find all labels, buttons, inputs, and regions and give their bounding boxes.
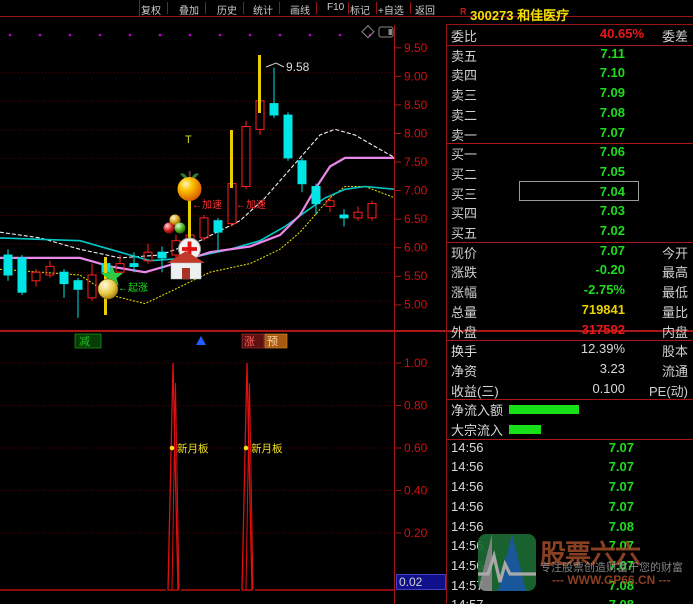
svg-text:预: 预 <box>267 335 278 348</box>
svg-text:0.20: 0.20 <box>404 526 428 540</box>
svg-text:5.50: 5.50 <box>404 269 428 283</box>
svg-text:新月板: 新月板 <box>177 442 209 455</box>
svg-text:7.00: 7.00 <box>404 184 428 198</box>
svg-text:新月板: 新月板 <box>251 442 283 455</box>
svg-text:8.00: 8.00 <box>404 127 428 141</box>
svg-text:减: 减 <box>79 335 90 348</box>
svg-text:1.00: 1.00 <box>404 356 428 370</box>
svg-text:5.00: 5.00 <box>404 298 428 312</box>
svg-text:6.50: 6.50 <box>404 212 428 226</box>
svg-text:6.00: 6.00 <box>404 241 428 255</box>
svg-text:T: T <box>185 134 192 146</box>
svg-text:涨: 涨 <box>244 335 255 348</box>
svg-text:8.50: 8.50 <box>404 98 428 112</box>
svg-text:9.58: 9.58 <box>286 60 310 74</box>
svg-text:0.60: 0.60 <box>404 441 428 455</box>
svg-text:9.50: 9.50 <box>404 41 428 55</box>
svg-text:7.50: 7.50 <box>404 155 428 169</box>
svg-text:←加速: ←加速 <box>236 199 266 211</box>
svg-text:←起涨: ←起涨 <box>118 282 148 294</box>
svg-text:←加速: ←加速 <box>192 199 222 211</box>
svg-text:0.40: 0.40 <box>404 484 428 498</box>
svg-text:0.80: 0.80 <box>404 399 428 413</box>
svg-text:9.00: 9.00 <box>404 70 428 84</box>
